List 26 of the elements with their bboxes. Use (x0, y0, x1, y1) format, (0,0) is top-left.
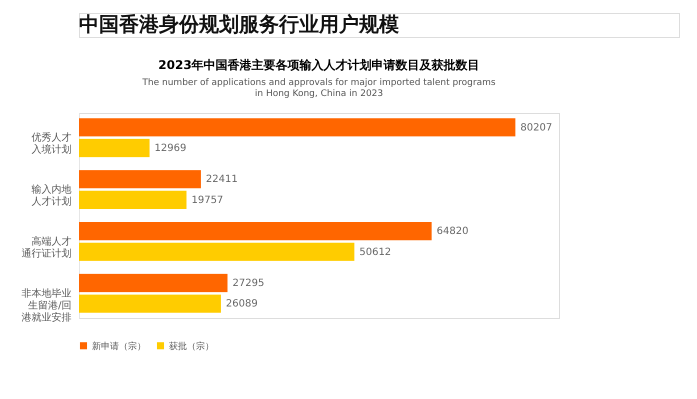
bar (79, 294, 221, 313)
data-label: 22411 (206, 174, 238, 186)
chart-title: 2023年中国香港主要各项输入人才计划申请数目及获批数目 (158, 58, 480, 72)
text: 中国香港身份规划服务行业用户规模 (79, 12, 399, 36)
data-label: 80207 (520, 122, 552, 134)
data-label: 27295 (232, 278, 264, 289)
data-label: 50612 (359, 246, 392, 258)
text: The number of applications and approvals for major imported talent programs (142, 78, 496, 88)
data-label: 26089 (226, 298, 258, 310)
bar (79, 170, 201, 188)
data-label: 64820 (436, 226, 468, 238)
bar (79, 118, 516, 136)
bar (79, 222, 432, 240)
y-tick-label: 优秀人才入境计划 (32, 132, 72, 156)
bar (79, 138, 150, 158)
y-tick-label: 高端人才通行证计划 (22, 235, 72, 260)
text: in Hong Kong, China in 2023 (254, 89, 384, 99)
data-label: 19757 (191, 194, 224, 206)
bar (79, 190, 186, 210)
legend-label: 获批（宗） (169, 340, 214, 352)
bar (79, 242, 354, 261)
data-label: 12969 (154, 143, 186, 154)
bar (79, 274, 228, 292)
legend-label: 新申请（宗） (92, 340, 146, 352)
y-tick-label: 非本地毕业生留港/回港就业安排 (22, 287, 72, 324)
y-tick-label: 输入内地人才计划 (32, 184, 72, 208)
